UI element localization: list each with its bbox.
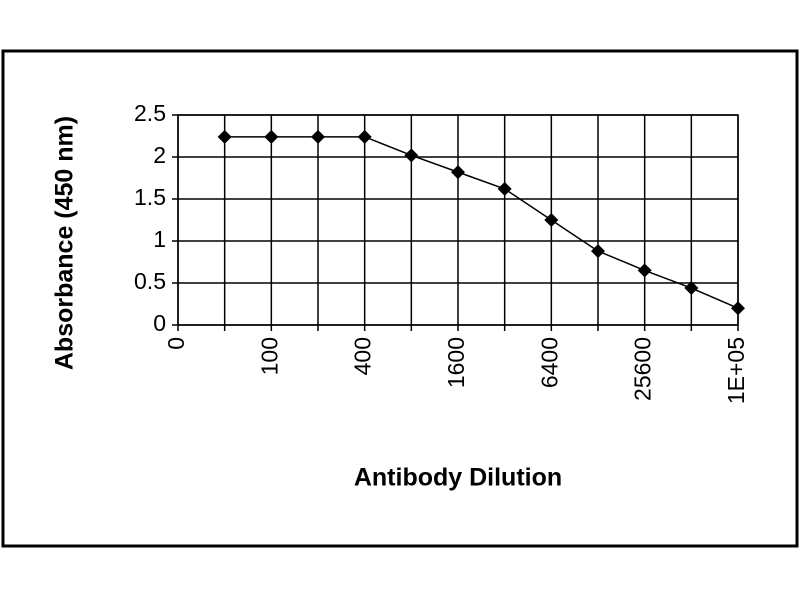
marker	[497, 181, 512, 196]
marker	[637, 263, 652, 278]
marker	[451, 165, 465, 180]
marker	[217, 129, 232, 144]
y-tick-label: 0.5	[134, 268, 166, 294]
plot-border	[177, 114, 739, 326]
line	[224, 136, 739, 309]
y-tick-label: 0	[153, 310, 166, 336]
x-tick-label: 400	[350, 337, 376, 375]
x-tick-label: 0	[163, 337, 189, 350]
marker	[311, 129, 325, 144]
x-tick-label: 6400	[536, 337, 562, 388]
y-tick-label: 1.5	[134, 184, 166, 210]
x-tick-label: 100	[256, 337, 282, 375]
x-axis-title: Antibody Dilution	[354, 464, 562, 492]
marker	[591, 244, 605, 259]
marker	[731, 301, 745, 316]
marker	[264, 129, 279, 144]
chart-frame	[1, 49, 799, 548]
y-tick-label: 2.5	[134, 100, 166, 126]
y-axis-title: Absorbance (450 nm)	[51, 116, 79, 370]
marker	[404, 148, 419, 163]
x-tick-label: 25600	[630, 337, 656, 401]
marker	[684, 281, 699, 296]
x-tick-label: 1600	[443, 337, 469, 388]
y-tick-label: 1	[153, 226, 166, 252]
y-tick-label: 2	[153, 142, 166, 168]
x-tick-label: 1E+05	[723, 337, 749, 404]
marker	[544, 213, 559, 227]
marker	[357, 129, 372, 144]
